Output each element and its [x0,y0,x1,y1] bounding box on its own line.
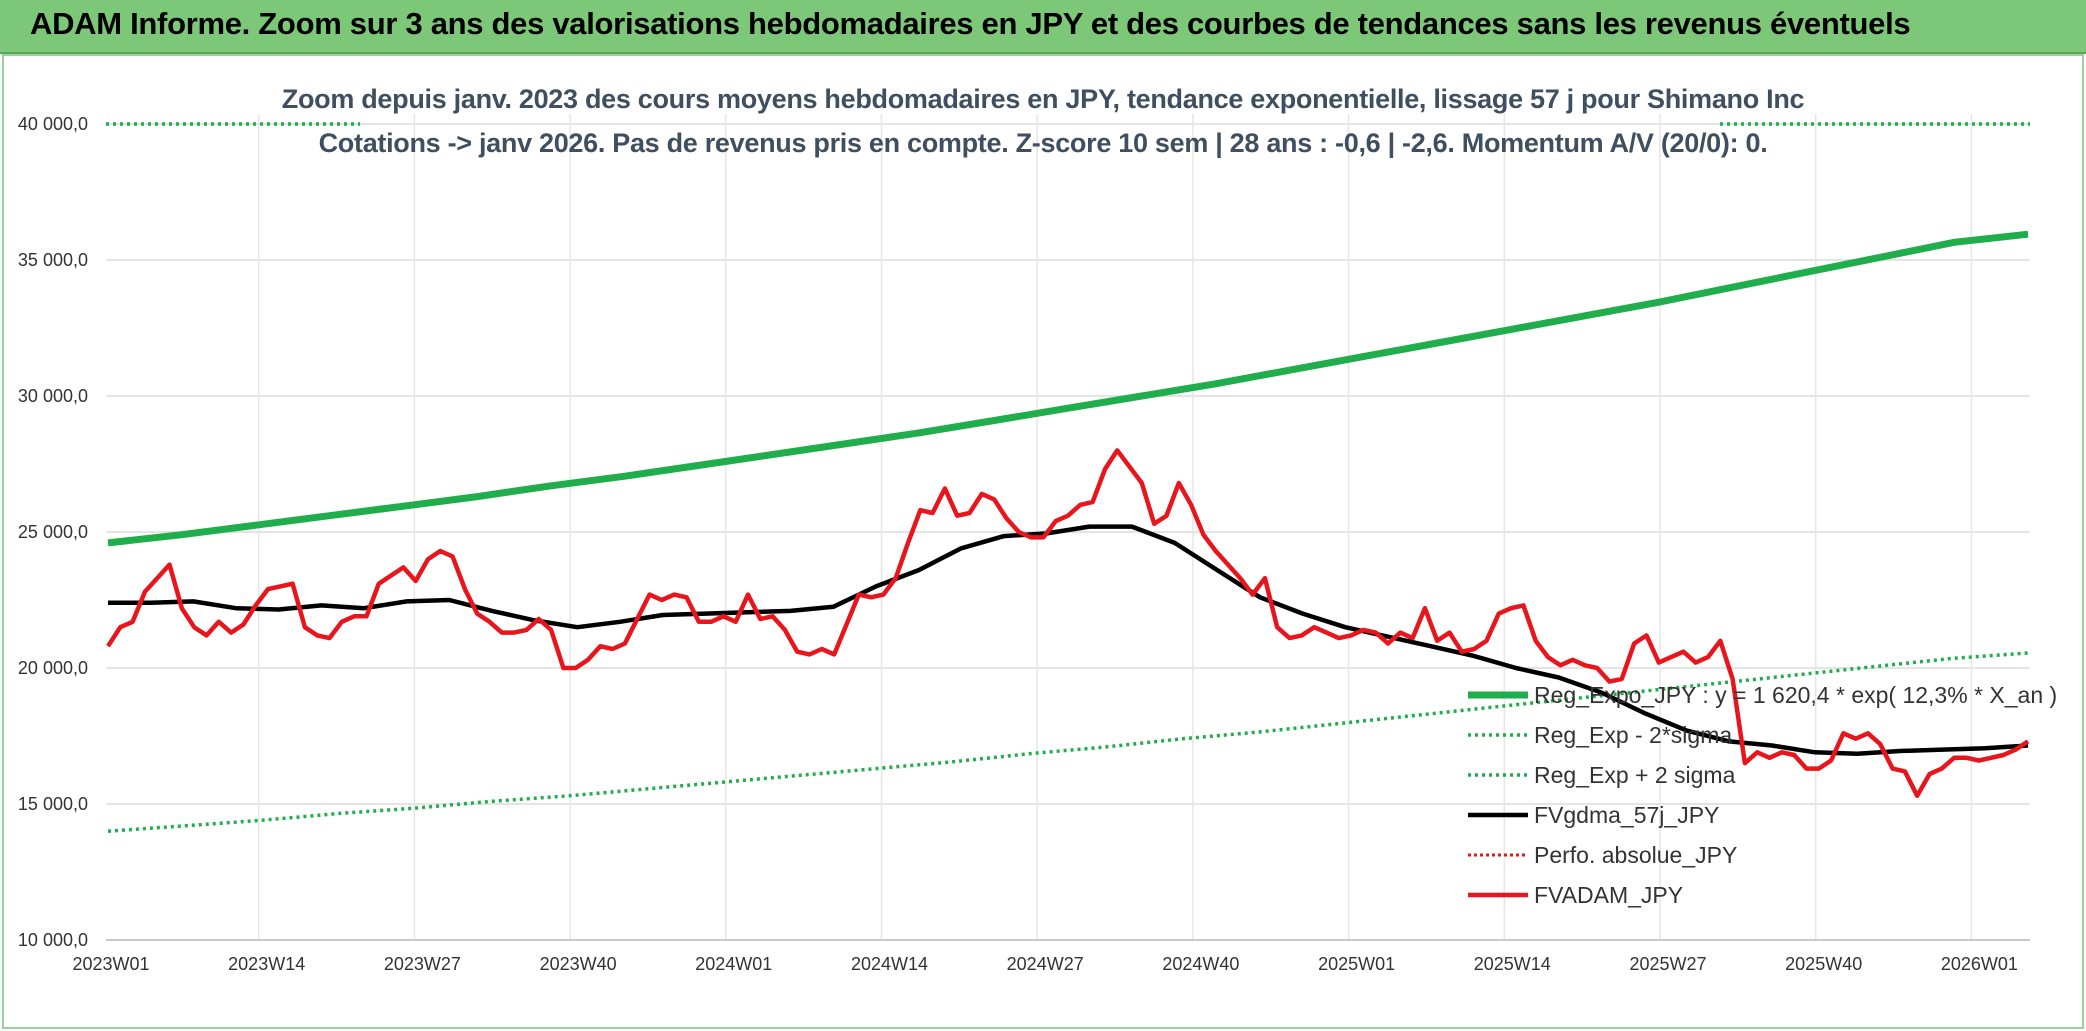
x-tick-label: 2024W14 [851,954,928,974]
gdma-line [108,524,2029,756]
x-tick-label: 2024W01 [695,954,772,974]
x-tick-label: 2023W27 [384,954,461,974]
x-tick-label: 2026W01 [1941,954,2018,974]
y-tick-label: 15 000,0 [18,794,88,814]
x-tick-label: 2025W27 [1629,954,1706,974]
legend-label: Reg_Exp + 2 sigma [1534,762,1736,788]
x-tick-label: 2023W14 [228,954,305,974]
x-tick-label: 2025W14 [1474,954,1551,974]
chart-title: Zoom depuis janv. 2023 des cours moyens … [281,84,1805,114]
price-line [106,448,2030,799]
x-tick-label: 2023W40 [540,954,617,974]
y-tick-label: 20 000,0 [18,658,88,678]
chart-frame [2,54,2084,1029]
report-banner: ADAM Informe. Zoom sur 3 ans des valoris… [0,0,2086,54]
x-tick-label: 2023W01 [72,954,149,974]
y-tick-label: 30 000,0 [18,386,88,406]
report-title: ADAM Informe. Zoom sur 3 ans des valoris… [30,6,1911,41]
y-tick-label: 40 000,0 [18,114,88,134]
trend-line [107,230,2029,547]
legend-label: FVgdma_57j_JPY [1534,802,1719,828]
x-tick-label: 2025W01 [1318,954,1395,974]
chart-subtitle: Cotations -> janv 2026. Pas de revenus p… [318,128,1768,158]
y-tick-label: 10 000,0 [18,930,88,950]
legend-label: FVADAM_JPY [1534,882,1683,908]
y-tick-label: 25 000,0 [18,522,88,542]
x-tick-label: 2025W40 [1785,954,1862,974]
legend-label: Reg_Exp - 2*sigma [1534,722,1732,748]
x-tick-label: 2024W40 [1162,954,1239,974]
legend-label: Perfo. absolue_JPY [1534,842,1737,868]
legend-label: Reg_Expo_JPY : y = 1 620,4 * exp( 12,3% … [1534,682,2057,708]
y-tick-label: 35 000,0 [18,250,88,270]
x-tick-label: 2024W27 [1007,954,1084,974]
